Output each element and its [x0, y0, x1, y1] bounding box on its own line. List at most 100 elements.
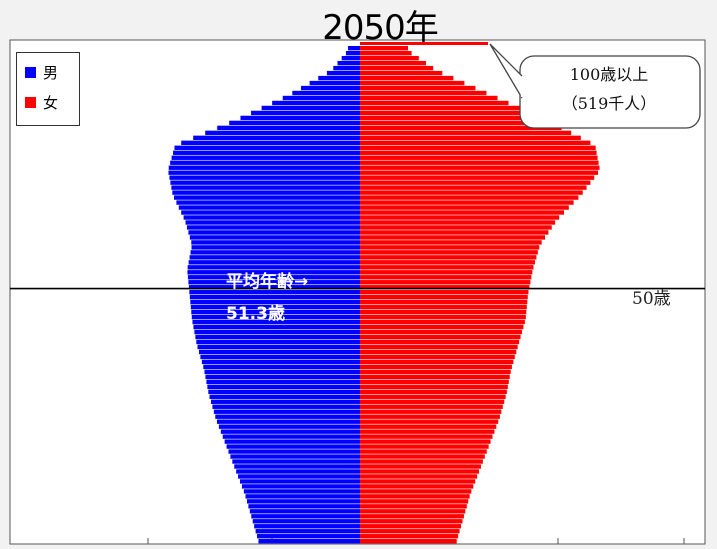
- female-bar: [360, 410, 501, 414]
- male-bar: [292, 91, 360, 95]
- male-bar: [187, 225, 360, 229]
- female-bar: [360, 116, 542, 120]
- male-bar: [219, 424, 360, 428]
- female-bar: [360, 474, 477, 478]
- female-bar: [360, 265, 534, 269]
- female-bar: [360, 51, 412, 55]
- female-bar: [360, 131, 571, 135]
- female-bar: [360, 290, 528, 294]
- female-bar: [360, 424, 496, 428]
- female-bar: [360, 245, 539, 249]
- average-age-label: 平均年齢→ 51.3歳: [226, 266, 308, 330]
- male-bar: [192, 245, 360, 249]
- female-bar: [360, 335, 521, 339]
- male-bar: [194, 330, 360, 334]
- male-bar: [191, 240, 360, 244]
- female-bar: [360, 360, 513, 364]
- female-bar: [360, 240, 542, 244]
- male-bar: [170, 161, 360, 165]
- male-bar: [229, 121, 360, 125]
- female-bar: [360, 166, 600, 170]
- male-bar: [251, 514, 360, 518]
- female-bar: [360, 429, 494, 433]
- female-bar: [360, 71, 442, 75]
- female-bar: [360, 235, 545, 239]
- male-bar: [214, 410, 360, 414]
- female-bar: [360, 195, 578, 199]
- female-bar: [360, 91, 486, 95]
- female-bar: [360, 494, 470, 498]
- male-bar: [172, 156, 360, 160]
- female-bar: [360, 464, 481, 468]
- male-bar: [179, 205, 360, 209]
- male-bar: [199, 350, 360, 354]
- female-bar: [360, 175, 594, 179]
- female-bar: [360, 76, 453, 80]
- male-bar: [318, 76, 360, 80]
- female-bar: [360, 454, 485, 458]
- male-bar: [171, 185, 360, 189]
- female-bar: [360, 180, 590, 184]
- male-bar: [207, 385, 360, 389]
- female-bar: [360, 434, 492, 438]
- male-bar: [198, 345, 360, 349]
- male-bar: [188, 230, 360, 234]
- female-bar: [360, 295, 528, 299]
- legend-swatch-female: [25, 97, 36, 108]
- male-bar: [210, 395, 360, 399]
- female-bar: [360, 205, 569, 209]
- reference-line-label: 50歳: [632, 284, 671, 309]
- callout-text: 100歳以上 （519千人）: [528, 60, 690, 118]
- male-bar: [217, 126, 360, 130]
- male-bar: [301, 86, 360, 90]
- male-bar: [169, 166, 360, 170]
- male-bar: [221, 429, 360, 433]
- female-bar: [360, 270, 532, 274]
- female-bar: [360, 225, 552, 229]
- female-bar: [360, 514, 464, 518]
- female-bar: [360, 81, 464, 85]
- female-bar: [360, 449, 487, 453]
- female-bar: [360, 280, 530, 284]
- male-bar: [327, 71, 360, 75]
- female-bar: [360, 260, 535, 264]
- male-bar: [256, 529, 360, 533]
- male-bar: [215, 415, 360, 419]
- male-bar: [195, 335, 360, 339]
- legend-swatch-male: [25, 67, 36, 78]
- female-bar: [360, 330, 522, 334]
- male-bar: [346, 51, 360, 55]
- male-bar: [181, 210, 360, 214]
- male-bar: [230, 454, 360, 458]
- male-bar: [193, 136, 360, 140]
- male-bar: [251, 111, 360, 115]
- female-bar: [360, 499, 468, 503]
- female-bar: [360, 340, 519, 344]
- female-bar: [360, 370, 511, 374]
- female-bar: [360, 220, 555, 224]
- legend-item-male: 男: [25, 61, 58, 83]
- female-bar: [360, 325, 523, 329]
- female-bar: [360, 509, 465, 513]
- female-bar: [360, 489, 471, 493]
- male-bar: [174, 146, 360, 150]
- male-bar: [240, 116, 360, 120]
- female-bar: [360, 86, 475, 90]
- male-bar: [186, 220, 360, 224]
- male-bar: [240, 479, 360, 483]
- male-bar: [342, 56, 360, 60]
- female-bar: [360, 529, 460, 533]
- male-bar: [205, 375, 360, 379]
- male-bar: [244, 489, 360, 493]
- male-bar: [205, 131, 360, 135]
- male-bar: [310, 81, 360, 85]
- legend-label-male: 男: [43, 62, 58, 83]
- female-bar: [360, 385, 508, 389]
- female-bar: [360, 539, 457, 543]
- female-bar: [360, 56, 419, 60]
- male-bar: [223, 434, 360, 438]
- female-bar: [360, 101, 509, 105]
- male-bar: [257, 534, 360, 538]
- female-bar: [360, 375, 510, 379]
